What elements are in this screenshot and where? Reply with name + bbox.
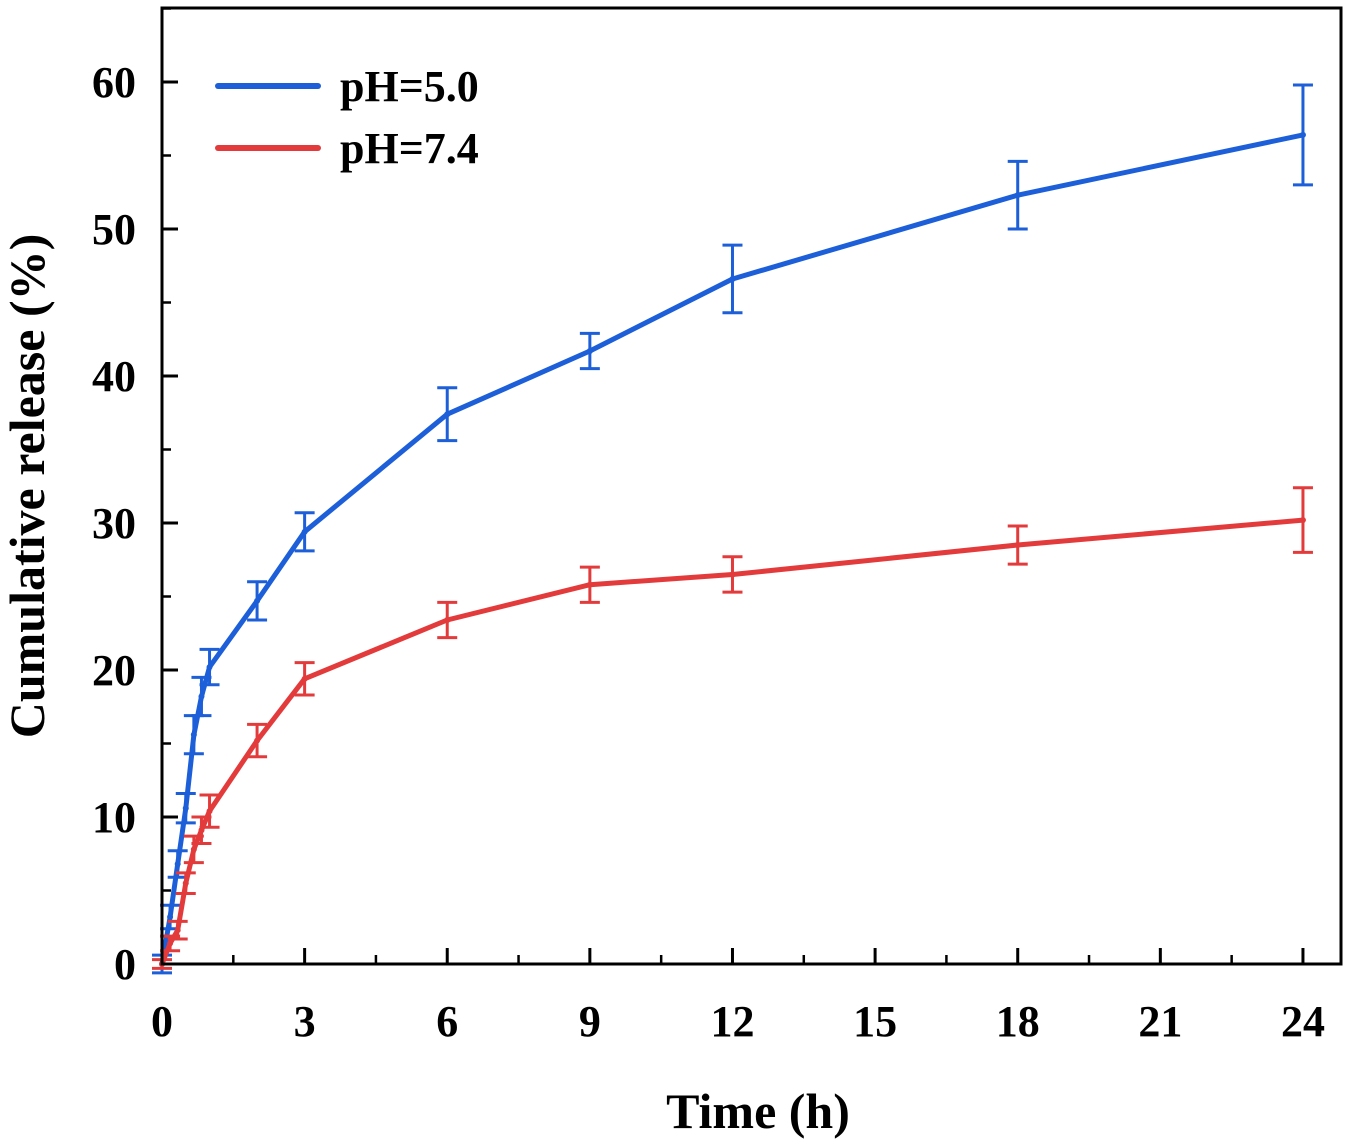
x-tick-label: 12 bbox=[710, 997, 754, 1046]
ticks-layer: 0 3 6 9 12 15 18 21 24 0 10 20 30 40 50 60 bbox=[92, 7, 1325, 1046]
y-tick-label: 20 bbox=[92, 646, 136, 695]
x-tick-label: 3 bbox=[294, 997, 316, 1046]
y-tick-label: 30 bbox=[92, 499, 136, 548]
y-axis-title: Cumulative release (%) bbox=[0, 234, 55, 739]
data-point bbox=[167, 913, 174, 920]
data-point bbox=[444, 617, 451, 624]
data-point bbox=[729, 571, 736, 578]
data-point bbox=[301, 528, 308, 535]
x-axis-title: Time (h) bbox=[666, 1083, 850, 1139]
error-bar bbox=[579, 565, 600, 604]
x-tick-label: 15 bbox=[853, 997, 897, 1046]
error-bar bbox=[175, 871, 196, 895]
data-point bbox=[198, 693, 205, 700]
data-point bbox=[174, 927, 181, 934]
data-point bbox=[167, 940, 174, 947]
x-tick-label: 24 bbox=[1281, 997, 1325, 1046]
data-point bbox=[182, 880, 189, 887]
legend: pH=5.0 pH=7.4 bbox=[215, 62, 479, 173]
error-bar bbox=[722, 243, 743, 315]
data-point bbox=[1299, 517, 1306, 524]
y-tick-label: 60 bbox=[92, 58, 136, 107]
data-point bbox=[1014, 192, 1021, 199]
error-bar bbox=[1292, 83, 1313, 187]
x-tick-label: 18 bbox=[996, 997, 1040, 1046]
data-point bbox=[586, 348, 593, 355]
error-bar bbox=[175, 791, 196, 825]
data-point bbox=[190, 846, 197, 853]
series-0 bbox=[152, 83, 1313, 975]
data-point bbox=[254, 597, 261, 604]
legend-label: pH=5.0 bbox=[340, 62, 479, 111]
data-point bbox=[182, 805, 189, 812]
series-layer bbox=[152, 83, 1313, 975]
error-bar bbox=[1007, 159, 1028, 231]
error-bar bbox=[437, 386, 458, 443]
error-bar bbox=[294, 661, 315, 697]
data-point bbox=[206, 808, 213, 815]
x-tick-label: 6 bbox=[436, 997, 458, 1046]
data-point bbox=[174, 861, 181, 868]
y-tick-label: 50 bbox=[92, 205, 136, 254]
error-bar bbox=[199, 793, 220, 829]
error-bar bbox=[167, 919, 188, 941]
y-tick-label: 40 bbox=[92, 352, 136, 401]
x-tick-label: 21 bbox=[1138, 997, 1182, 1046]
error-bar bbox=[247, 580, 268, 622]
data-point bbox=[729, 275, 736, 282]
data-point bbox=[1299, 131, 1306, 138]
series-1 bbox=[152, 486, 1313, 970]
legend-label: pH=7.4 bbox=[340, 124, 479, 173]
error-bar bbox=[722, 555, 743, 594]
error-bar bbox=[1007, 524, 1028, 566]
data-point bbox=[444, 411, 451, 418]
y-tick-label: 10 bbox=[92, 793, 136, 842]
error-bar bbox=[183, 714, 204, 756]
error-bar bbox=[294, 511, 315, 553]
data-point bbox=[1014, 542, 1021, 549]
data-point bbox=[190, 731, 197, 738]
x-tick-label: 9 bbox=[579, 997, 601, 1046]
error-bar bbox=[1292, 486, 1313, 554]
data-point bbox=[586, 581, 593, 588]
data-point bbox=[206, 664, 213, 671]
x-tick-label: 0 bbox=[151, 997, 173, 1046]
y-tick-label: 0 bbox=[114, 940, 136, 989]
error-bar bbox=[579, 331, 600, 371]
plot-frame bbox=[160, 6, 1343, 966]
error-bar bbox=[199, 647, 220, 687]
error-bar bbox=[247, 722, 268, 759]
error-bar bbox=[437, 600, 458, 640]
data-point bbox=[254, 737, 261, 744]
data-point bbox=[301, 675, 308, 682]
